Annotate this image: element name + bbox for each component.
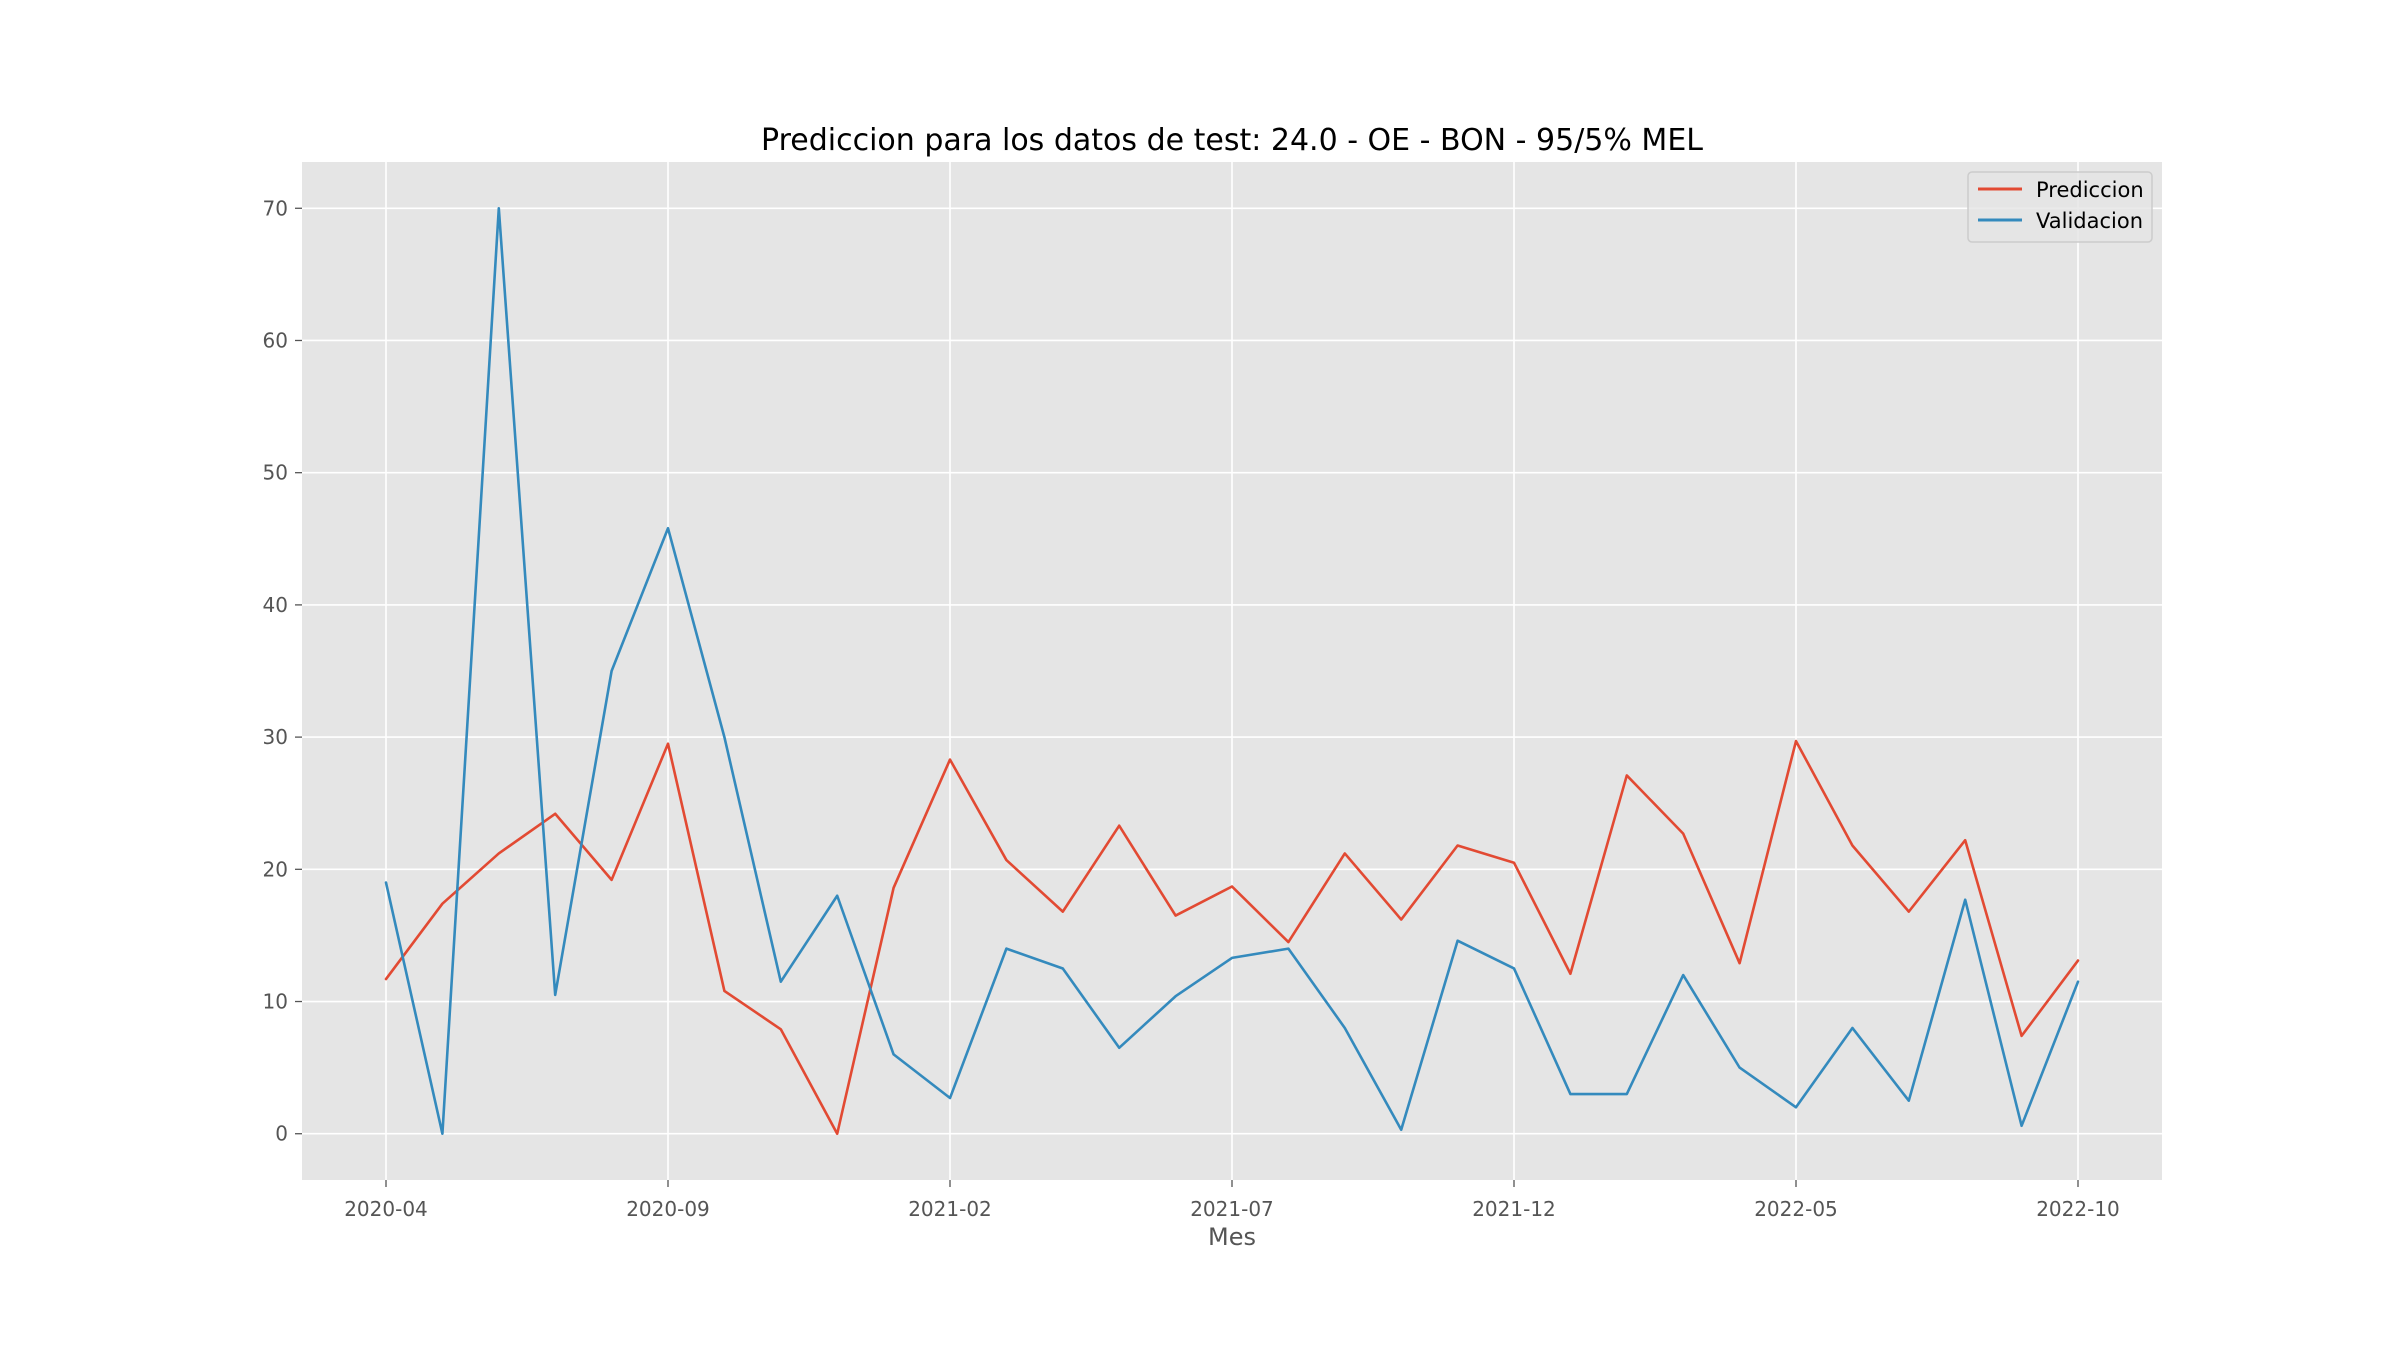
gridlines: [302, 162, 2162, 1180]
x-tick-label: 2022-10: [2036, 1197, 2120, 1221]
x-tick-label: 2021-02: [908, 1197, 992, 1221]
series-line-prediccion: [384, 739, 2080, 1136]
legend: Prediccion Validacion: [1967, 171, 2153, 243]
series-layer: [384, 206, 2080, 1136]
series-line-validacion: [384, 206, 2080, 1136]
y-tick-label: 50: [263, 461, 288, 485]
x-tick-label: 2022-05: [1754, 1197, 1838, 1221]
legend-label-prediccion: Prediccion: [2036, 178, 2144, 202]
x-tick-label: 2021-12: [1472, 1197, 1556, 1221]
x-tick-label: 2020-04: [344, 1197, 428, 1221]
y-tick-label: 40: [263, 593, 288, 617]
y-tick-label: 30: [263, 725, 288, 749]
x-tick-label: 2020-09: [626, 1197, 710, 1221]
axis-ticks: 0 10 20 30 40 50 60 70 2020-04 2020-09 2021-02 2021…: [263, 196, 2120, 1221]
legend-label-validacion: Validacion: [2036, 209, 2143, 233]
y-tick-label: 60: [263, 328, 288, 352]
chart-title: Prediccion para los datos de test: 24.0 …: [761, 123, 1703, 158]
y-tick-label: 70: [263, 196, 288, 220]
y-tick-label: 20: [263, 857, 288, 881]
x-axis-label: Mes: [1208, 1223, 1256, 1251]
y-tick-label: 0: [275, 1122, 288, 1146]
x-tick-label: 2021-07: [1190, 1197, 1274, 1221]
y-tick-label: 10: [263, 990, 288, 1014]
